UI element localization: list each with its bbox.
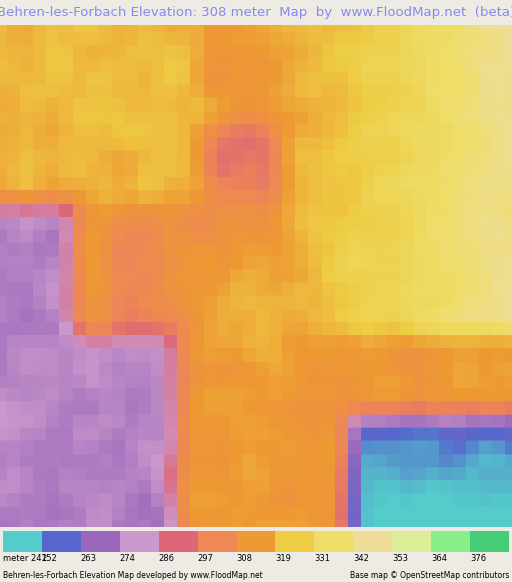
Bar	[80, 531, 119, 552]
Bar	[159, 531, 198, 552]
Text: 364: 364	[432, 554, 447, 563]
Text: 331: 331	[314, 554, 330, 563]
Text: 342: 342	[353, 554, 369, 563]
Text: 297: 297	[198, 554, 214, 563]
Bar	[3, 531, 41, 552]
Text: Behren-les-Forbach Elevation Map developed by www.FloodMap.net: Behren-les-Forbach Elevation Map develop…	[3, 571, 262, 580]
Text: 376: 376	[471, 554, 486, 563]
Bar	[41, 531, 80, 552]
Text: 252: 252	[41, 554, 57, 563]
Text: 274: 274	[119, 554, 135, 563]
Text: Base map © OpenStreetMap contributors: Base map © OpenStreetMap contributors	[350, 571, 509, 580]
Bar	[119, 531, 159, 552]
Text: 308: 308	[237, 554, 252, 563]
Bar	[314, 531, 353, 552]
Bar	[275, 531, 314, 552]
Text: 263: 263	[80, 554, 97, 563]
Text: meter 241: meter 241	[3, 554, 46, 563]
Bar	[393, 531, 432, 552]
Bar	[432, 531, 471, 552]
Bar	[471, 531, 509, 552]
Bar	[353, 531, 393, 552]
Text: 319: 319	[275, 554, 291, 563]
Text: Behren-les-Forbach Elevation: 308 meter  Map  by  www.FloodMap.net  (beta): Behren-les-Forbach Elevation: 308 meter …	[0, 6, 512, 19]
Text: 353: 353	[393, 554, 409, 563]
Bar	[198, 531, 237, 552]
Bar	[237, 531, 275, 552]
Text: 286: 286	[159, 554, 175, 563]
